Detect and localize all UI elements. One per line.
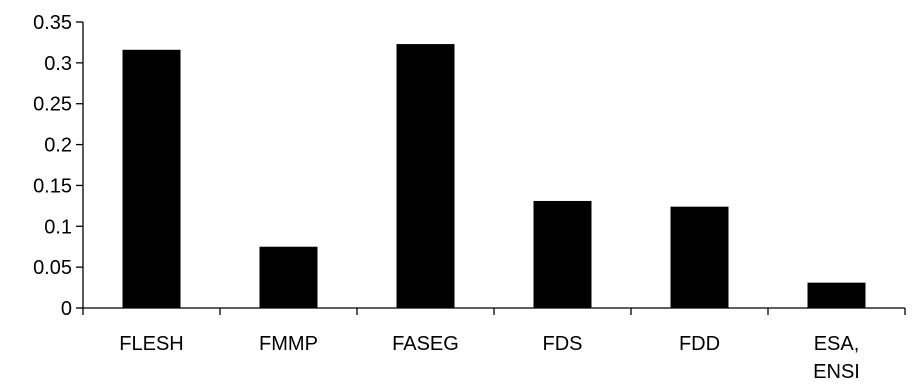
x-category-label: FLESH	[119, 333, 183, 355]
x-category-label: ESA, ENSI	[813, 333, 860, 383]
x-category-label: FMMP	[259, 333, 318, 355]
x-category-label-line: FDS	[543, 333, 583, 355]
y-tick-label: 0.05	[33, 257, 72, 279]
y-tick-label: 0.1	[44, 216, 72, 238]
x-category-label-line: FDD	[679, 333, 720, 355]
x-category-label: FDD	[679, 333, 720, 355]
y-tick-label: 0.35	[33, 12, 72, 34]
bar-fmmp	[259, 246, 318, 308]
bar-faseg	[396, 44, 455, 308]
x-category-label-line: FMMP	[259, 333, 318, 355]
y-tick-label: 0.3	[44, 53, 72, 75]
x-category-label: FASEG	[392, 333, 459, 355]
plot-area: 0 0.05 0.1 0.15 0.2 0.25 0.3 0.35 FLESH FMMP FASEG…	[33, 12, 906, 383]
y-tick-label: 0	[61, 298, 72, 320]
x-category-label: FDS	[543, 333, 583, 355]
y-tick-label: 0.25	[33, 94, 72, 116]
x-category-label-line: ESA,	[814, 333, 860, 355]
x-category-label-line: FASEG	[392, 333, 459, 355]
x-category-label-line: FLESH	[119, 333, 183, 355]
bar-fds	[533, 200, 592, 308]
y-tick-label: 0.2	[44, 135, 72, 157]
bar-esa-ensi	[807, 282, 866, 308]
y-tick-label: 0.15	[33, 175, 72, 197]
bar-flesh	[122, 49, 181, 308]
x-category-label-line: ENSI	[813, 361, 860, 383]
bar-fdd	[670, 206, 729, 308]
